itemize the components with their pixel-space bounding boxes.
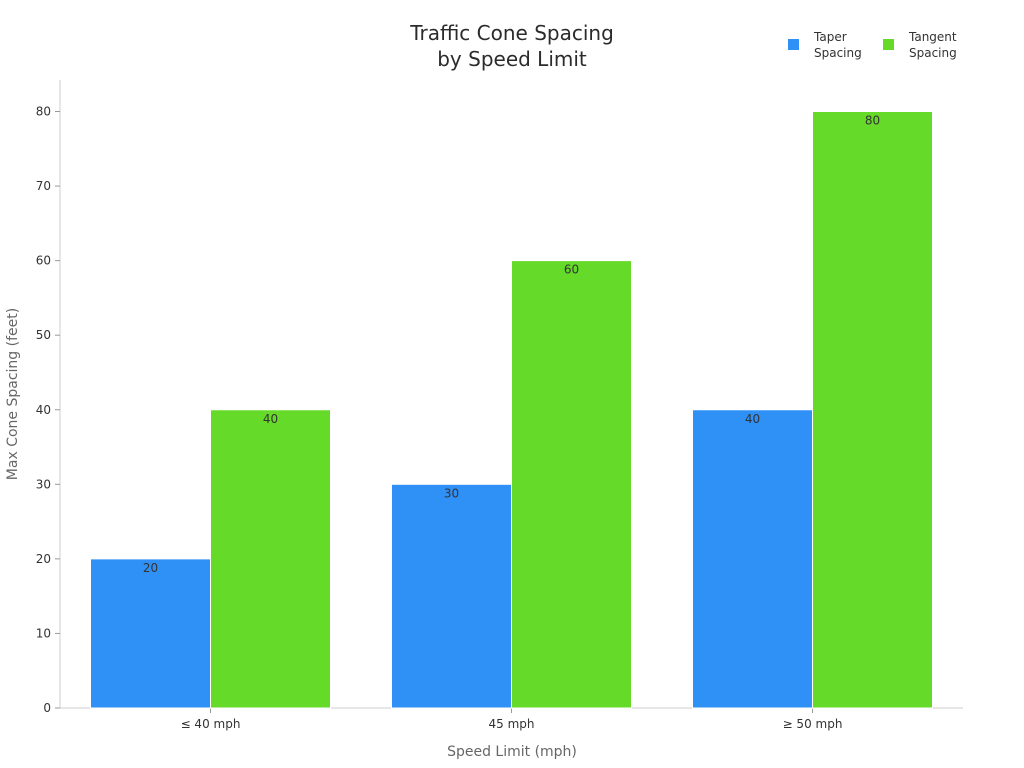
legend-swatch [788,39,799,50]
data-label: 40 [263,412,278,426]
bar-taper-2 [692,409,813,709]
y-tick-label: 50 [36,328,51,342]
bar-tangent-1 [511,260,632,709]
data-labels: 20 40 30 60 40 80 [143,114,880,575]
chart-title-line-2: by Speed Limit [437,47,587,71]
data-label: 60 [564,263,579,277]
legend: Taper Spacing Tangent Spacing [788,30,957,60]
data-label: 40 [745,412,760,426]
y-tick-label: 0 [43,701,51,715]
y-tick-label: 60 [36,254,51,268]
y-axis-title: Max Cone Spacing (feet) [5,308,21,480]
y-tick-label: 40 [36,403,51,417]
legend-label: Spacing [814,46,862,60]
x-tick-label: ≥ 50 mph [783,717,843,731]
legend-item-tangent: Tangent Spacing [883,30,957,60]
y-axis: 0 10 20 30 40 50 60 70 80 [36,80,61,715]
x-axis-title: Speed Limit (mph) [447,744,577,760]
y-tick-label: 10 [36,626,51,640]
legend-label: Taper [813,30,847,44]
y-tick-label: 30 [36,477,51,491]
y-tick-label: 70 [36,179,51,193]
legend-label: Spacing [909,46,957,60]
bars [90,111,933,709]
data-label: 80 [865,114,880,128]
legend-item-taper: Taper Spacing [788,30,862,60]
bar-tangent-0 [210,409,331,709]
x-tick-label: 45 mph [489,717,535,731]
chart-title: Traffic Cone Spacing by Speed Limit [409,21,614,71]
y-tick-label: 20 [36,552,51,566]
y-tick-label: 80 [36,105,51,119]
data-label: 30 [444,486,459,500]
legend-label: Tangent [908,30,957,44]
data-label: 20 [143,561,158,575]
bar-taper-0 [90,558,211,709]
chart-title-line-1: Traffic Cone Spacing [409,21,614,45]
bar-tangent-2 [812,111,933,709]
x-tick-label: ≤ 40 mph [181,717,241,731]
x-axis: ≤ 40 mph 45 mph ≥ 50 mph [60,707,963,731]
legend-swatch [883,39,894,50]
bar-taper-1 [391,483,512,709]
